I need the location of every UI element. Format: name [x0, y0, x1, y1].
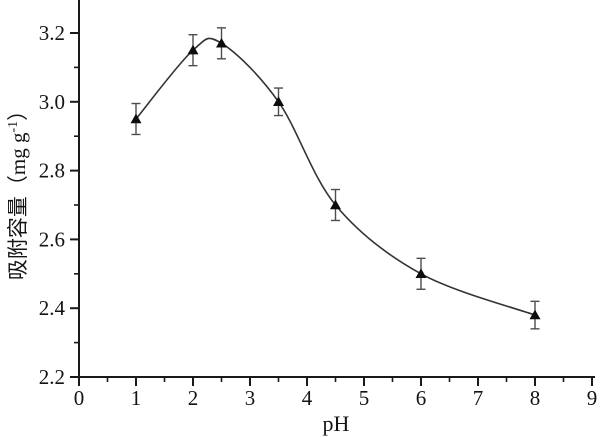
- data-series: [130, 27, 541, 330]
- y-axis-title: 吸附容量（mg g-1）: [6, 100, 30, 280]
- x-axis-title: pH: [323, 411, 350, 436]
- data-point-marker: [216, 37, 227, 48]
- x-tick-label: 4: [302, 386, 313, 410]
- y-axis-title-main: 吸附容量（mg g: [6, 132, 30, 280]
- x-tick-label: 0: [74, 386, 85, 410]
- x-tick-label: 3: [245, 386, 256, 410]
- data-point-marker: [273, 96, 284, 106]
- x-tick-label: 5: [359, 386, 370, 410]
- y-tick-label: 2.2: [39, 365, 65, 389]
- y-tick-label: 3.2: [39, 21, 65, 45]
- y-tick-label: 2.4: [39, 296, 66, 320]
- y-tick-label: 2.8: [39, 159, 65, 183]
- data-point-marker: [415, 268, 427, 278]
- x-tick-label: 9: [587, 386, 598, 410]
- y-axis-title-close: ）: [6, 100, 30, 121]
- y-tick-label: 3.0: [39, 90, 65, 114]
- y-axis-title-superscript: -1: [6, 121, 21, 133]
- data-point-marker: [529, 309, 541, 320]
- x-tick-label: 6: [416, 386, 427, 410]
- data-point-marker: [187, 44, 199, 55]
- x-tick-label: 7: [473, 386, 484, 410]
- x-tick-label: 2: [188, 386, 199, 410]
- y-tick-label: 2.6: [39, 227, 65, 251]
- data-point-marker: [130, 113, 142, 124]
- x-tick-label: 1: [131, 386, 142, 410]
- axes: 0 1 2 3 4 5 6 7 8 9 2.2 2.4 2.6 2.8 3.0 3.2: [39, 0, 598, 410]
- x-tick-label: 8: [530, 386, 541, 410]
- data-point-marker: [330, 199, 341, 210]
- fit-curve: [135, 37, 536, 316]
